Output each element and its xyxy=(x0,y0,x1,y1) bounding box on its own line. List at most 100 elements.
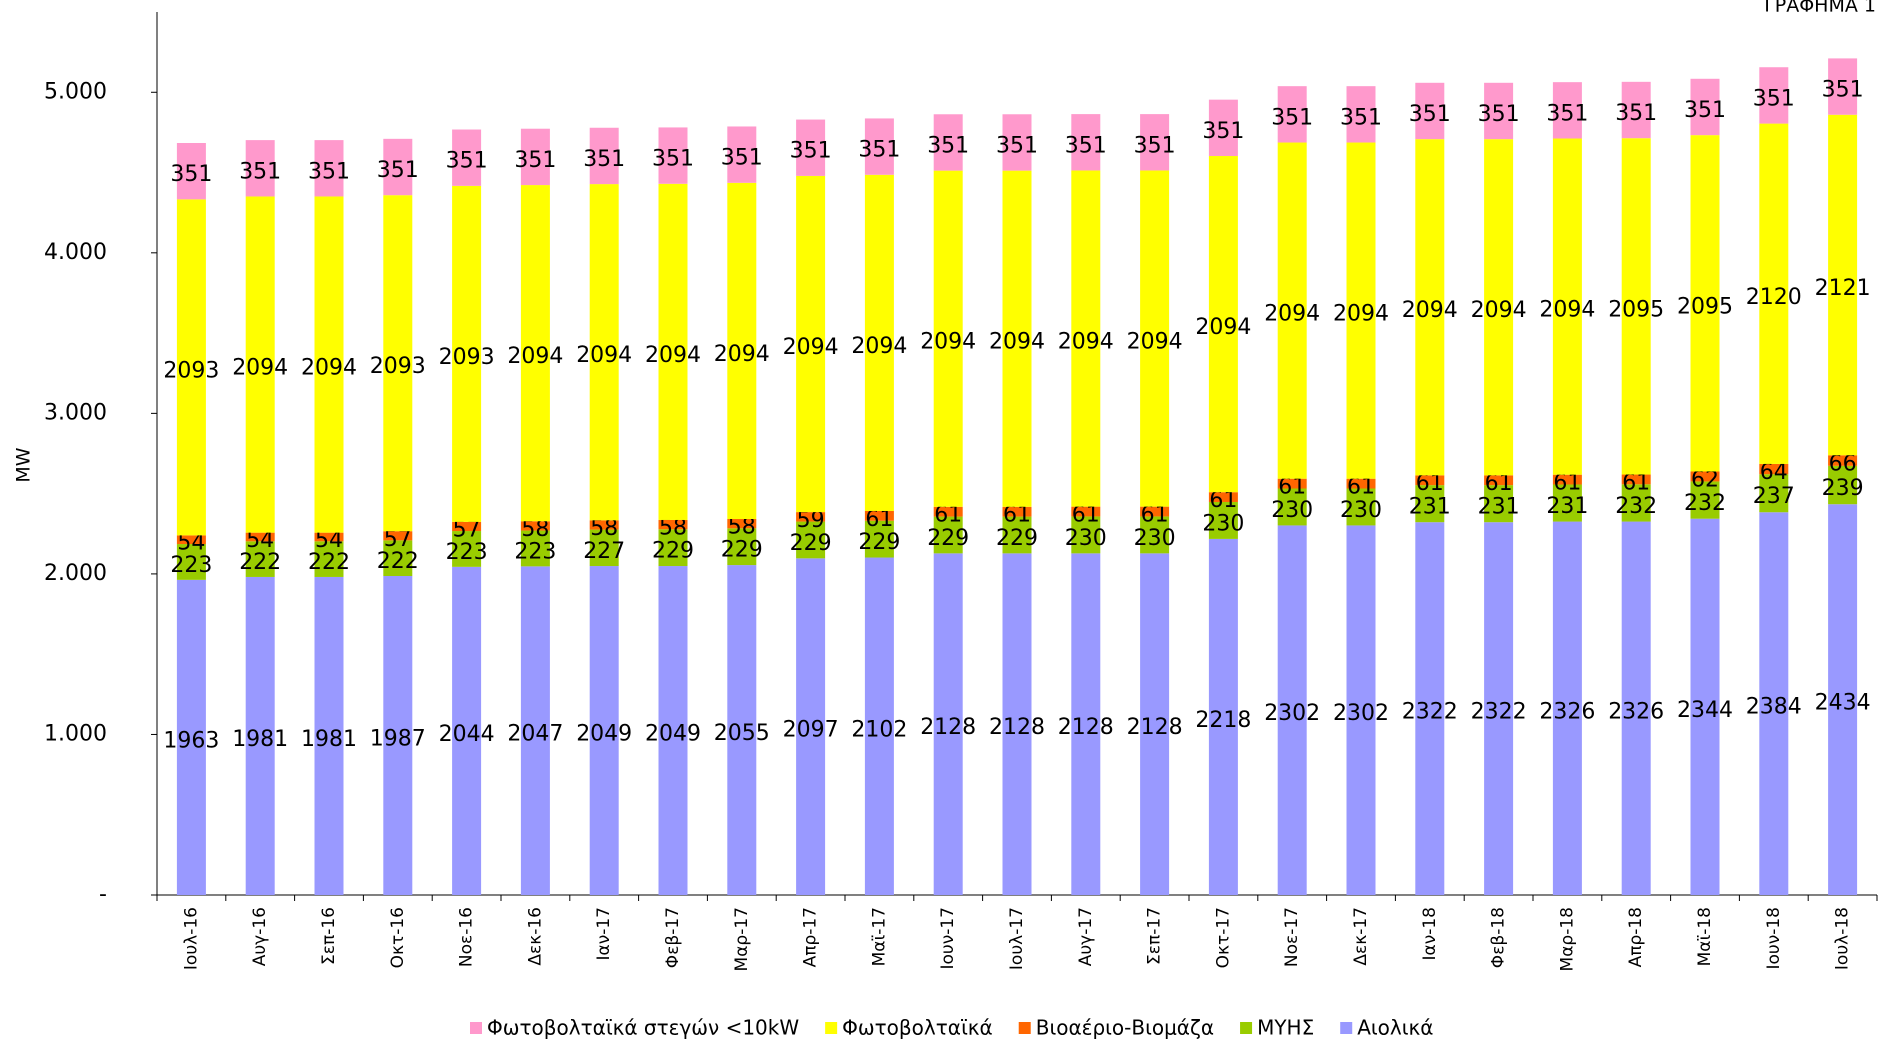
bar-segment xyxy=(1828,504,1858,895)
data-label: 351 xyxy=(1822,78,1864,103)
bar-segment xyxy=(864,510,894,521)
data-label: 2302 xyxy=(1264,701,1320,726)
bar-segment xyxy=(176,535,206,545)
x-tick-label: Ιαν-18 xyxy=(1420,907,1440,960)
data-label: 351 xyxy=(583,147,625,172)
data-label: 230 xyxy=(1340,498,1382,523)
bar-segment xyxy=(1828,455,1858,466)
bar-segment xyxy=(452,129,482,186)
bar-segment xyxy=(864,520,894,558)
bar-segment xyxy=(1346,478,1376,489)
data-label: 229 xyxy=(721,538,763,563)
x-tick-label: Σεπ-16 xyxy=(319,907,339,965)
bar-segment xyxy=(1552,138,1582,475)
data-label: 2094 xyxy=(1127,330,1183,355)
bar-segment xyxy=(864,118,894,175)
data-label: 62 xyxy=(1691,467,1719,492)
bar-segment xyxy=(727,126,757,183)
data-label: 237 xyxy=(1753,484,1795,509)
bar-segment xyxy=(1690,135,1720,472)
bar-segment xyxy=(1071,506,1101,517)
data-label: 351 xyxy=(652,147,694,172)
data-label: 2094 xyxy=(1539,298,1595,323)
bar-segment xyxy=(1140,506,1170,517)
data-label: 351 xyxy=(1065,133,1107,158)
data-label: 61 xyxy=(1003,503,1031,528)
bar-segment xyxy=(520,566,550,895)
bar-segment xyxy=(727,182,757,520)
data-label: 223 xyxy=(446,540,488,565)
bar-segment xyxy=(1002,516,1032,554)
bar-segment xyxy=(796,521,826,559)
data-label: 2102 xyxy=(851,717,907,742)
legend-label: Φωτοβολταϊκά στεγών <10kW xyxy=(487,1016,799,1040)
y-tick-label: 3.000 xyxy=(44,400,107,425)
bar-segment xyxy=(1208,492,1238,502)
x-tick-label: Μαϊ-18 xyxy=(1695,907,1715,966)
bar-segment xyxy=(1002,114,1032,171)
data-label: 351 xyxy=(170,162,212,187)
bar-segment xyxy=(1759,463,1789,475)
bar-segment xyxy=(1002,506,1032,517)
bar-segment xyxy=(589,520,619,530)
x-tick-label: Μαϊ-17 xyxy=(869,907,889,966)
data-label: 222 xyxy=(377,549,419,574)
data-label: 2326 xyxy=(1539,699,1595,724)
bar-segment xyxy=(1140,114,1170,171)
x-tick-label: Ιουλ-17 xyxy=(1007,907,1027,970)
data-label: 351 xyxy=(858,138,900,163)
data-label: 64 xyxy=(1760,460,1788,485)
data-label: 232 xyxy=(1684,491,1726,516)
data-label: 2044 xyxy=(439,722,495,747)
data-label: 1981 xyxy=(232,727,288,752)
data-label: 2121 xyxy=(1815,276,1871,301)
bar-segment xyxy=(1415,82,1445,140)
data-label: 351 xyxy=(1615,101,1657,126)
bar-segment xyxy=(176,579,206,895)
data-label: 229 xyxy=(790,531,832,556)
data-label: 2094 xyxy=(1333,302,1389,327)
bar-segment xyxy=(1690,481,1720,519)
data-label: 2094 xyxy=(507,344,563,369)
data-label: 2128 xyxy=(989,715,1045,740)
data-label: 230 xyxy=(1134,526,1176,551)
bar-segment xyxy=(520,530,550,567)
data-label: 61 xyxy=(1072,503,1100,528)
data-label: 2322 xyxy=(1402,700,1458,725)
data-label: 231 xyxy=(1546,494,1588,519)
bar-segment xyxy=(1346,86,1376,143)
legend-label: Αιολικά xyxy=(1357,1016,1433,1040)
bar-segment xyxy=(1759,512,1789,895)
bar-segment xyxy=(383,195,413,532)
bar-segment xyxy=(383,531,413,541)
data-label: 2094 xyxy=(1471,298,1527,323)
data-label: 2055 xyxy=(714,721,770,746)
data-label: 351 xyxy=(1684,98,1726,123)
bar-segment xyxy=(933,516,963,554)
bar-segment xyxy=(1552,521,1582,895)
x-tick-label: Απρ-18 xyxy=(1626,907,1646,967)
data-label: 222 xyxy=(239,550,281,575)
data-label: 351 xyxy=(446,149,488,174)
bar-segment xyxy=(589,566,619,895)
x-tick-label: Αυγ-16 xyxy=(250,907,270,966)
data-label: 66 xyxy=(1829,452,1857,477)
data-label: 351 xyxy=(996,133,1038,158)
bar-segment xyxy=(245,140,275,197)
bar-segment xyxy=(245,576,275,895)
bar-segment xyxy=(796,175,826,513)
bar-segment xyxy=(520,521,550,531)
data-label: 2094 xyxy=(714,342,770,367)
bar-segment xyxy=(1759,67,1789,124)
bar-segment xyxy=(176,199,206,536)
bar-segment xyxy=(1346,142,1376,479)
bar-segment xyxy=(245,541,275,577)
x-tick-label: Ιουλ-16 xyxy=(181,907,201,970)
bar-segment xyxy=(1140,170,1170,507)
data-label: 351 xyxy=(1202,119,1244,144)
data-label: 2095 xyxy=(1677,294,1733,319)
x-tick-label: Δεκ-17 xyxy=(1351,907,1371,966)
bar-segment xyxy=(452,185,482,522)
data-label: 2326 xyxy=(1608,699,1664,724)
